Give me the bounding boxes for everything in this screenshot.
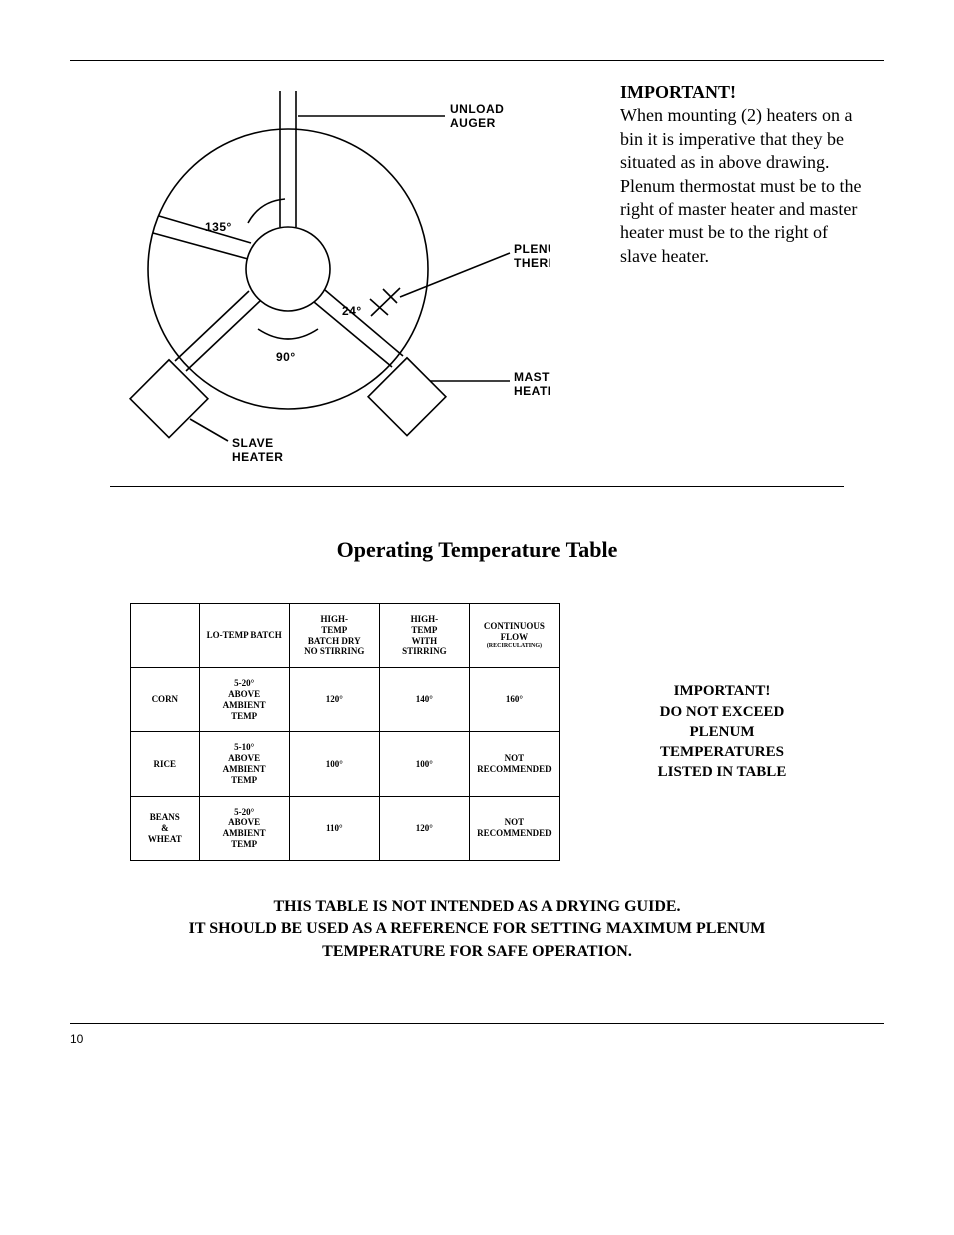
- table-side-note: IMPORTANT!DO NOT EXCEEDPLENUMTEMPERATURE…: [560, 681, 884, 782]
- section-title: Operating Temperature Table: [70, 537, 884, 563]
- cell: 120°: [379, 796, 469, 860]
- cell: 120°: [289, 668, 379, 732]
- label-unload-auger-2: AUGER: [450, 116, 496, 130]
- cell: 140°: [379, 668, 469, 732]
- label-angle-135: 135°: [205, 220, 232, 234]
- th-lotemp: LO-TEMP BATCH: [199, 604, 289, 668]
- row-label: RICE: [131, 732, 200, 796]
- label-slave-2: HEATER: [232, 450, 283, 464]
- bin-diagram: UNLOAD AUGER PLENUM THERMOSTAT MASTER HE…: [70, 71, 550, 476]
- cell: 5-20°ABOVEAMBIENTTEMP: [199, 668, 289, 732]
- th-continuous: CONTINUOUSFLOW(RECIRCULATING): [469, 604, 559, 668]
- label-slave-1: SLAVE: [232, 436, 274, 450]
- label-angle-24: 24°: [342, 304, 362, 318]
- cell: NOTRECOMMENDED: [469, 796, 559, 860]
- temperature-table: LO-TEMP BATCH HIGH-TEMPBATCH DRYNO STIRR…: [130, 603, 560, 861]
- cell: 5-10°ABOVEAMBIENTTEMP: [199, 732, 289, 796]
- cell: 160°: [469, 668, 559, 732]
- temperature-table-wrap: LO-TEMP BATCH HIGH-TEMPBATCH DRYNO STIRR…: [130, 603, 560, 861]
- label-master-1: MASTER: [514, 370, 550, 384]
- cell: 100°: [379, 732, 469, 796]
- cell: 5-20°ABOVEAMBIENTTEMP: [199, 796, 289, 860]
- label-plenum-1: PLENUM: [514, 242, 550, 256]
- cell: 100°: [289, 732, 379, 796]
- mounting-note-body: When mounting (2) heaters on a bin it is…: [620, 105, 861, 265]
- page-number: 10: [70, 1032, 884, 1046]
- bottom-note: THIS TABLE IS NOT INTENDED AS A DRYING G…: [70, 896, 884, 963]
- th-hitemp-stir: HIGH-TEMPWITHSTIRRING: [379, 604, 469, 668]
- table-row: RICE5-10°ABOVEAMBIENTTEMP100°100°NOTRECO…: [131, 732, 560, 796]
- table-row: CORN5-20°ABOVEAMBIENTTEMP120°140°160°: [131, 668, 560, 732]
- th-blank: [131, 604, 200, 668]
- mounting-note-heading: IMPORTANT!: [620, 82, 736, 102]
- row-label: CORN: [131, 668, 200, 732]
- mid-rule: [110, 486, 844, 487]
- label-angle-90: 90°: [276, 350, 296, 364]
- label-plenum-2: THERMOSTAT: [514, 256, 550, 270]
- cell: 110°: [289, 796, 379, 860]
- bin-diagram-svg: UNLOAD AUGER PLENUM THERMOSTAT MASTER HE…: [110, 71, 550, 471]
- cell: NOTRECOMMENDED: [469, 732, 559, 796]
- table-header-row: LO-TEMP BATCH HIGH-TEMPBATCH DRYNO STIRR…: [131, 604, 560, 668]
- top-section: UNLOAD AUGER PLENUM THERMOSTAT MASTER HE…: [70, 71, 884, 476]
- label-unload-auger-1: UNLOAD: [450, 102, 504, 116]
- top-rule: [70, 60, 884, 61]
- label-master-2: HEATER: [514, 384, 550, 398]
- page: UNLOAD AUGER PLENUM THERMOSTAT MASTER HE…: [0, 0, 954, 1086]
- th-hitemp-nostir: HIGH-TEMPBATCH DRYNO STIRRING: [289, 604, 379, 668]
- bottom-rule: [70, 1023, 884, 1024]
- table-row: BEANS&WHEAT5-20°ABOVEAMBIENTTEMP110°120°…: [131, 796, 560, 860]
- table-body: CORN5-20°ABOVEAMBIENTTEMP120°140°160°RIC…: [131, 668, 560, 861]
- table-row-wrap: LO-TEMP BATCH HIGH-TEMPBATCH DRYNO STIRR…: [70, 603, 884, 861]
- row-label: BEANS&WHEAT: [131, 796, 200, 860]
- mounting-note: IMPORTANT! When mounting (2) heaters on …: [550, 71, 884, 476]
